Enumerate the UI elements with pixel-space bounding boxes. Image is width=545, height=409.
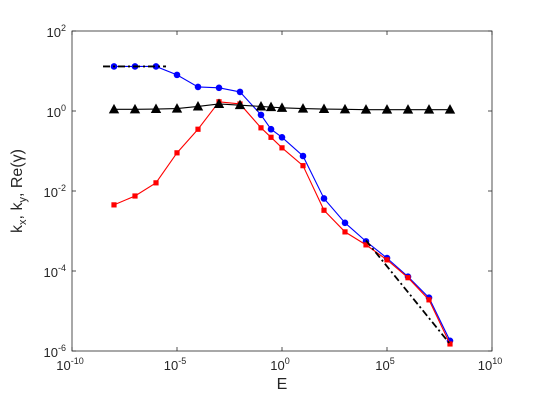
y-tick-label: 10-2 [44,183,66,200]
ticks: 10-10 10-5 100 105 1010 10-6 10-4 10-2 100 102 [44,23,503,373]
series-0-point [278,134,286,141]
series-0-point [299,152,307,160]
series-1-point [279,145,285,151]
series-1-point [363,242,369,248]
x-tick-label: 10-5 [164,356,186,373]
x-tick-label: 1010 [478,356,502,373]
series-0-line [114,65,451,342]
series-1-point [384,257,390,263]
x-tick-label: 105 [375,356,394,373]
series-1-line [113,101,451,345]
series-0-point [341,219,349,227]
series-0-point [173,71,181,79]
y-tick-label: 100 [47,103,66,120]
series-0-point [215,84,223,92]
series-1-point [268,134,274,140]
series-2-point [255,100,267,111]
series-2-point [423,104,435,114]
chart-marks [103,63,456,347]
series-2-point [339,103,351,114]
y-axis-label: kx, ky, Re(γ) [9,149,29,233]
series-2-point [381,104,393,114]
series-0-point [152,63,160,70]
series-2-point [108,103,120,114]
series-2-point [444,104,456,114]
series-1-point [195,126,201,132]
series-1-point [405,275,411,281]
y-tick-label: 102 [47,23,66,40]
series-2-point [318,103,330,114]
series-2-point [276,102,288,112]
series-0-point [194,83,202,91]
series-1-point [300,163,306,169]
x-axis-label: E [277,376,288,393]
series-0-point [236,88,244,96]
series-2-line [114,103,450,111]
series-1-point [132,193,138,199]
series-0-point [320,195,328,202]
series-0-point [257,111,265,119]
series-1-point [321,207,327,213]
series-0-point [267,125,275,133]
plot-background [72,31,492,351]
series-2-point [171,103,183,113]
series-1-point [447,341,453,347]
y-tick-label: 10-6 [44,343,66,360]
series-1-point [153,180,159,186]
series-2-point [192,100,204,111]
series-2-point [129,103,141,114]
series-1-point [258,125,264,131]
series-2-point [213,98,225,108]
x-tick-label: 100 [270,356,289,373]
series-4-line [365,239,451,345]
series-2-point [150,103,162,114]
x-tick-label: 10-10 [56,356,83,373]
series-2-point [297,103,309,113]
series-2-point [402,104,414,114]
y-tick-label: 10-4 [44,263,66,280]
series-2-point [234,99,246,110]
series-1-point [342,229,348,235]
series-2-point [360,104,372,114]
series-1-point [426,297,432,303]
series-1-point [174,150,180,156]
series-2-point [265,101,277,112]
series-1-point [111,202,117,208]
